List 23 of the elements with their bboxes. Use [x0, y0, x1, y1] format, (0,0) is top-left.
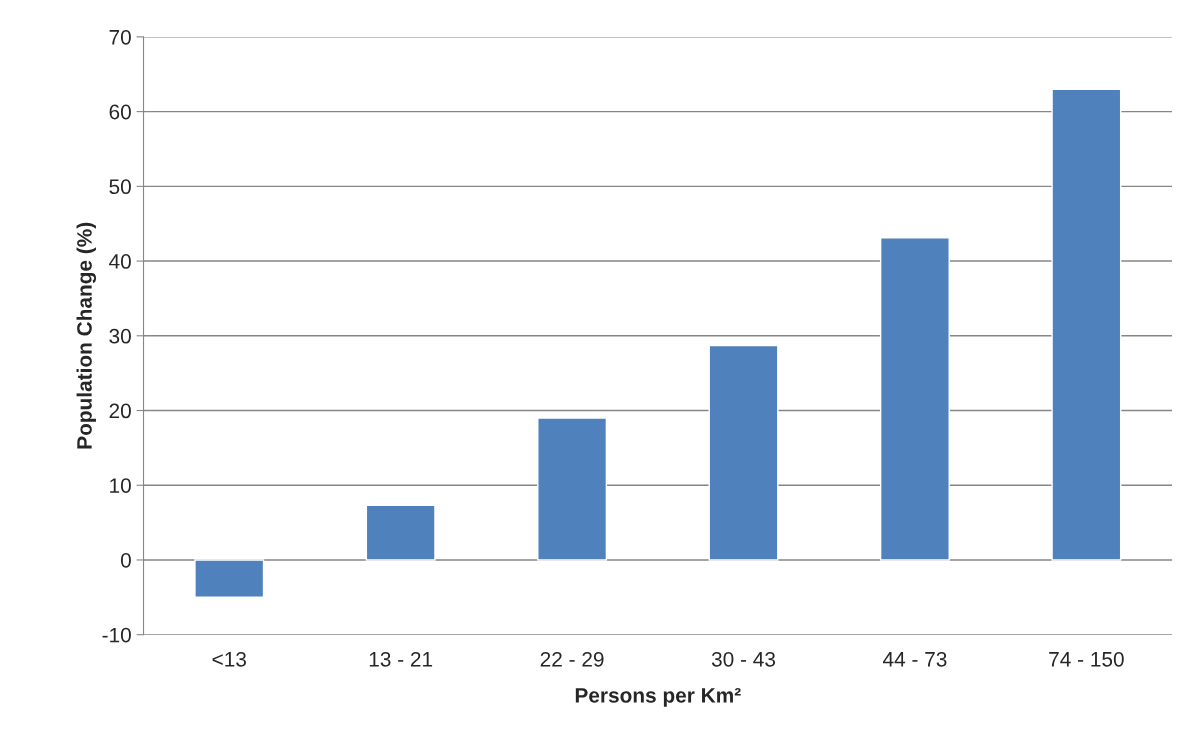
y-tick-label: 40 — [109, 254, 131, 269]
x-tick-label: 44 - 73 — [882, 651, 947, 667]
bar — [1051, 88, 1122, 561]
bar — [708, 344, 779, 561]
y-axis-title: Population Change (%) — [76, 222, 97, 449]
y-tick-label: -10 — [102, 627, 131, 643]
y-tick-label: 0 — [120, 552, 131, 568]
bar — [194, 559, 265, 599]
bar — [879, 237, 950, 561]
y-tick-label: 50 — [109, 179, 131, 195]
bar — [537, 417, 608, 561]
y-tick-label: 70 — [109, 29, 131, 45]
x-tick-label: 22 - 29 — [540, 651, 604, 667]
x-axis-title: Persons per Km² — [575, 688, 741, 707]
y-tick-label: 30 — [109, 328, 131, 344]
x-tick-label: 13 - 21 — [369, 651, 433, 667]
y-tick-label: 20 — [109, 403, 131, 419]
y-tick-label: 10 — [110, 478, 131, 493]
x-tick-label: 30 - 43 — [711, 651, 776, 667]
bar — [365, 504, 436, 561]
x-tick-label: <13 — [212, 651, 246, 667]
x-tick-label: 74 - 150 — [1049, 651, 1124, 667]
y-tick-label: 60 — [109, 104, 131, 120]
